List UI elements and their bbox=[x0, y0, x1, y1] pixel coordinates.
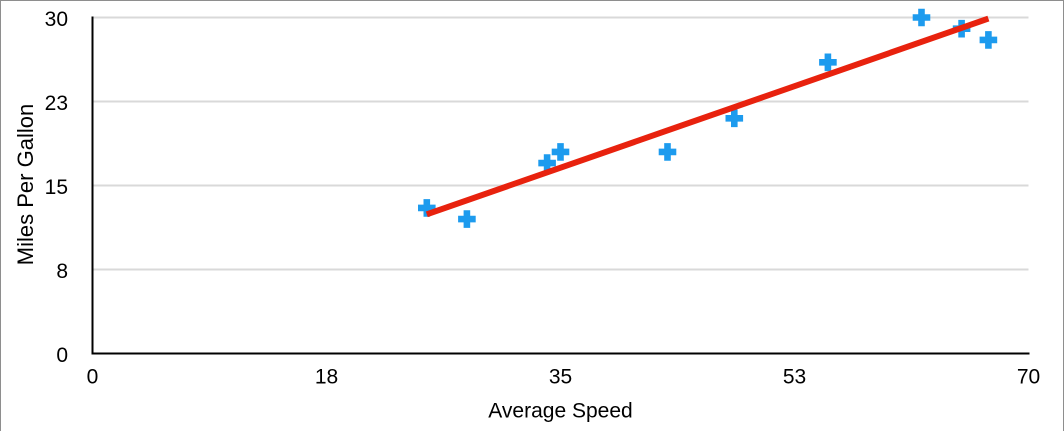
svg-text:15: 15 bbox=[45, 176, 68, 199]
svg-text:35: 35 bbox=[549, 366, 572, 389]
svg-text:0: 0 bbox=[87, 366, 99, 389]
svg-text:53: 53 bbox=[783, 366, 806, 389]
svg-text:Average Speed: Average Speed bbox=[488, 400, 632, 423]
svg-text:23: 23 bbox=[45, 92, 68, 115]
svg-text:8: 8 bbox=[56, 260, 68, 283]
svg-text:Miles Per Gallon: Miles Per Gallon bbox=[13, 104, 38, 265]
svg-text:0: 0 bbox=[56, 344, 68, 367]
svg-text:70: 70 bbox=[1017, 366, 1040, 389]
svg-text:30: 30 bbox=[45, 8, 68, 31]
svg-text:18: 18 bbox=[315, 366, 338, 389]
